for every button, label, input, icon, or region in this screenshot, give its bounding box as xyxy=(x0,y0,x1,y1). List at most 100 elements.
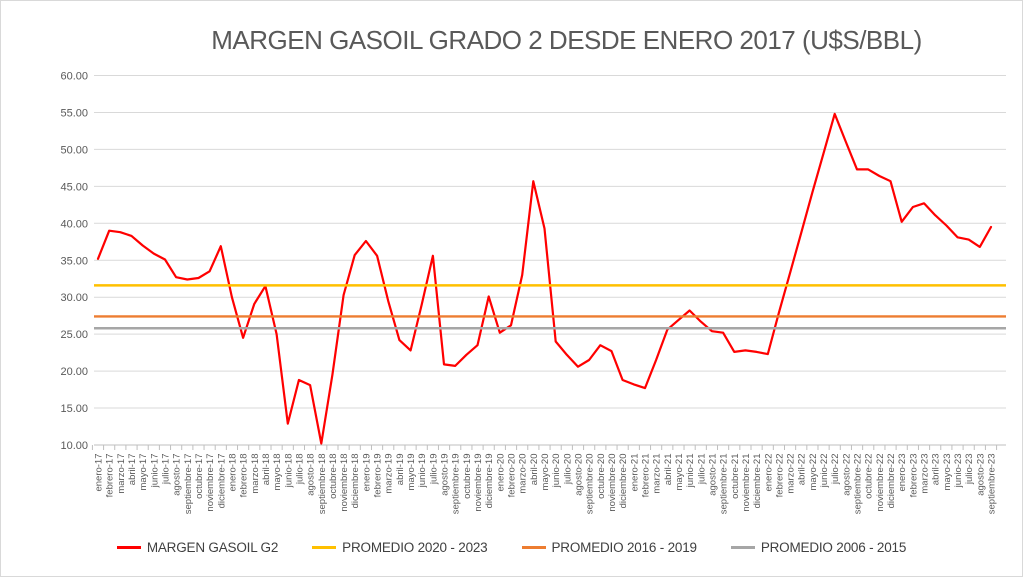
x-axis-label: abril-21 xyxy=(663,454,674,486)
y-axis-label: 25.00 xyxy=(60,329,88,341)
x-axis-label: febrero-22 xyxy=(774,454,785,498)
x-axis-label: enero-22 xyxy=(763,454,774,492)
x-axis-label: mayo-21 xyxy=(674,454,685,491)
x-axis-label: noviembre-20 xyxy=(607,454,618,512)
legend-label: PROMEDIO 2016 - 2019 xyxy=(551,540,698,555)
x-axis-label: noviembre-19 xyxy=(473,454,484,512)
legend-label: PROMEDIO 2020 - 2023 xyxy=(342,540,488,555)
x-axis-label: septiembre-18 xyxy=(317,454,328,515)
x-axis-label: abril-23 xyxy=(931,454,942,486)
x-axis-label: septiembre-21 xyxy=(719,454,730,515)
x-axis-label: agosto-22 xyxy=(841,454,852,496)
legend-swatch-yellow-line xyxy=(312,546,337,549)
x-axis-label: mayo-17 xyxy=(138,454,149,491)
x-axis-label: junio-18 xyxy=(283,454,294,489)
legend-item-margen-gasoil-g2: MARGEN GASOIL G2 xyxy=(116,540,279,555)
x-axis-label: abril-17 xyxy=(127,454,138,486)
x-axis-label: octubre-18 xyxy=(328,454,339,499)
x-axis-label: mayo-20 xyxy=(540,454,551,491)
x-axis-label: agosto-17 xyxy=(172,454,183,496)
x-axis-label: marzo-18 xyxy=(250,454,261,494)
x-axis-label: agosto-18 xyxy=(306,454,317,496)
legend-label: MARGEN GASOIL G2 xyxy=(146,540,279,555)
x-axis-label: diciembre-18 xyxy=(350,454,361,509)
x-axis-label: julio-19 xyxy=(428,454,439,486)
x-axis-label: agosto-20 xyxy=(573,454,584,496)
y-axis-label: 30.00 xyxy=(60,292,88,304)
x-axis-label: septiembre-19 xyxy=(451,454,462,515)
x-axis-label: julio-17 xyxy=(160,454,171,486)
y-axis-label: 55.00 xyxy=(60,107,88,119)
x-axis-label: febrero-23 xyxy=(908,454,919,498)
x-axis-label: abril-22 xyxy=(797,454,808,486)
x-axis-label: diciembre-17 xyxy=(216,454,227,509)
x-axis-label: junio-17 xyxy=(149,454,160,489)
legend-swatch-gray-line xyxy=(730,546,755,549)
y-axis-label: 45.00 xyxy=(60,181,88,193)
x-axis-label: febrero-18 xyxy=(239,454,250,498)
y-axis-label: 20.00 xyxy=(60,366,88,378)
x-axis-label: junio-19 xyxy=(417,454,428,489)
x-axis-label: octubre-17 xyxy=(194,454,205,499)
x-axis-label: junio-20 xyxy=(551,454,562,489)
x-axis-label: noviembre-22 xyxy=(875,454,886,512)
x-axis-label: septiembre-20 xyxy=(585,454,596,515)
x-axis-label: junio-23 xyxy=(953,454,964,489)
x-axis-label: agosto-23 xyxy=(975,454,986,496)
legend-swatch-orange-line xyxy=(521,546,546,549)
x-axis-label: octubre-20 xyxy=(596,454,607,499)
legend-item-promedio-2006-2015: PROMEDIO 2006 - 2015 xyxy=(730,540,906,555)
x-axis-label: diciembre-19 xyxy=(484,454,495,509)
x-axis-label: julio-21 xyxy=(696,454,707,486)
x-axis-label: abril-20 xyxy=(529,454,540,486)
x-axis-label: septiembre-17 xyxy=(183,454,194,515)
x-axis-label: junio-22 xyxy=(819,454,830,489)
x-axis-label: julio-22 xyxy=(830,454,841,486)
x-axis-label: agosto-21 xyxy=(707,454,718,496)
x-axis-label: mayo-19 xyxy=(406,454,417,491)
x-axis-label: noviembre-17 xyxy=(205,454,216,512)
x-axis-label: diciembre-21 xyxy=(752,454,763,509)
x-axis-label: enero-23 xyxy=(897,454,908,492)
x-axis-label: septiembre-23 xyxy=(987,454,998,515)
x-axis-label: noviembre-21 xyxy=(741,454,752,512)
x-axis-label: mayo-23 xyxy=(942,454,953,491)
x-axis-label: abril-18 xyxy=(261,454,272,486)
x-axis-label: enero-19 xyxy=(361,454,372,492)
x-axis-label: enero-18 xyxy=(227,454,238,492)
x-axis-label: marzo-21 xyxy=(652,454,663,494)
x-axis-label: agosto-19 xyxy=(440,454,451,496)
x-axis-label: marzo-23 xyxy=(920,454,931,494)
x-axis-label: mayo-22 xyxy=(808,454,819,491)
x-axis-label: septiembre-22 xyxy=(853,454,864,515)
x-axis-label: diciembre-22 xyxy=(886,454,897,509)
x-axis-label: mayo-18 xyxy=(272,454,283,491)
x-axis-label: julio-23 xyxy=(964,454,975,486)
legend: MARGEN GASOIL G2 PROMEDIO 2020 - 2023 PR… xyxy=(1,540,1022,555)
x-axis-label: octubre-22 xyxy=(864,454,875,499)
x-axis-label: febrero-17 xyxy=(105,454,116,498)
x-axis-label: enero-17 xyxy=(94,454,105,492)
x-axis-label: junio-21 xyxy=(685,454,696,489)
x-axis-label: marzo-17 xyxy=(116,454,127,494)
x-axis-label: febrero-19 xyxy=(373,454,384,498)
x-axis-label: marzo-19 xyxy=(384,454,395,494)
x-axis-label: enero-21 xyxy=(629,454,640,492)
legend-item-promedio-2016-2019: PROMEDIO 2016 - 2019 xyxy=(521,540,698,555)
x-axis-label: febrero-21 xyxy=(640,454,651,498)
x-axis-label: abril-19 xyxy=(395,454,406,486)
x-axis-label: febrero-20 xyxy=(507,454,518,498)
x-axis-label: marzo-22 xyxy=(786,454,797,494)
x-axis-label: noviembre-18 xyxy=(339,454,350,512)
y-axis-label: 50.00 xyxy=(60,144,88,156)
y-axis-label: 35.00 xyxy=(60,255,88,267)
legend-item-promedio-2020-2023: PROMEDIO 2020 - 2023 xyxy=(312,540,488,555)
x-axis-label: marzo-20 xyxy=(518,454,529,494)
x-axis-label: enero-20 xyxy=(495,453,506,491)
y-axis-label: 10.00 xyxy=(60,440,88,452)
series-line-margen-gasoil-g2 xyxy=(96,112,993,445)
x-axis-label: julio-20 xyxy=(562,454,573,486)
legend-swatch-red-line xyxy=(116,546,141,549)
